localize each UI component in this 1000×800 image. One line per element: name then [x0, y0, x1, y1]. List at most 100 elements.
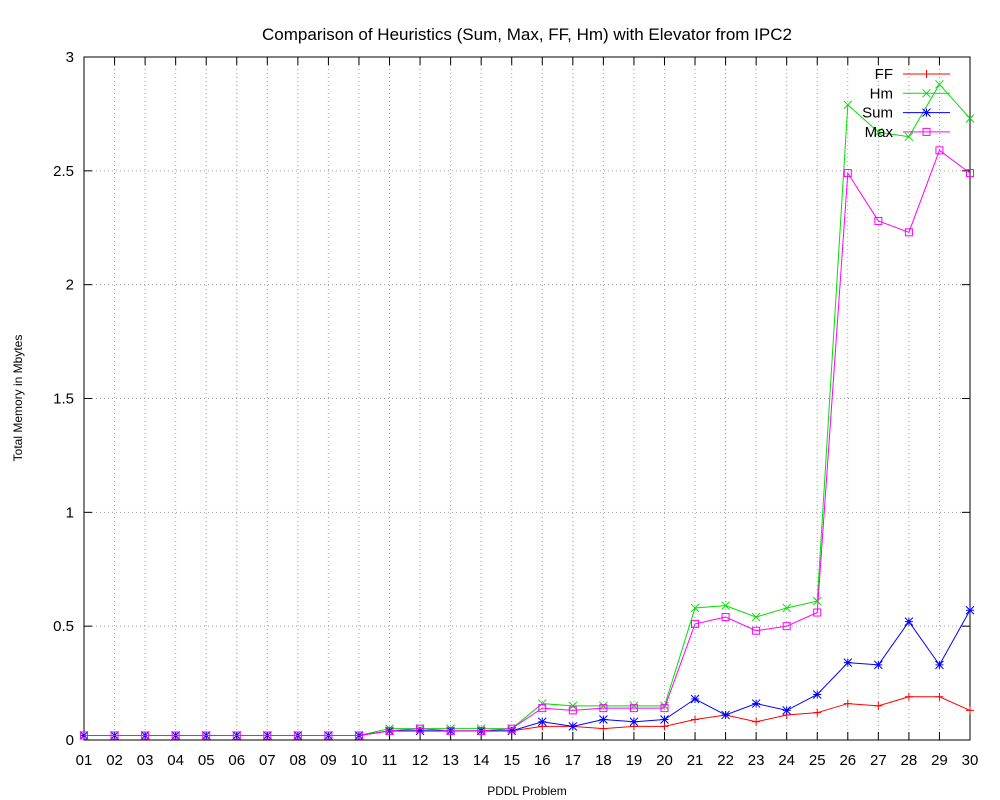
data-point	[507, 724, 516, 733]
data-point	[751, 612, 761, 622]
data-point	[538, 704, 547, 713]
data-point	[813, 708, 822, 717]
data-point	[751, 699, 761, 708]
data-point	[843, 699, 852, 708]
x-tick-label: 04	[167, 752, 184, 769]
y-tick-label: 0	[66, 732, 74, 749]
data-point	[813, 608, 822, 617]
data-point	[599, 704, 608, 713]
legend-label: Sum	[862, 105, 893, 122]
x-tick-label: 05	[198, 752, 215, 769]
x-tick-label: 11	[382, 752, 398, 769]
y-tick-label: 3	[66, 49, 74, 66]
data-point	[782, 603, 792, 613]
y-tick-label: 0.5	[53, 618, 74, 635]
axis-ticks: 01 02 03 04 05 06 07 08 09 10 11 12 13 14 15 16 17 18 19 20…	[53, 49, 978, 769]
data-point	[599, 715, 608, 724]
x-tick-label: 24	[778, 752, 795, 769]
data-point	[629, 704, 638, 713]
data-point	[922, 127, 931, 136]
data-point	[660, 704, 669, 713]
data-point	[721, 601, 730, 611]
data-point	[935, 660, 944, 670]
data-point	[904, 692, 913, 701]
data-point	[935, 146, 944, 155]
data-point	[812, 596, 822, 606]
x-tick-label: 12	[412, 752, 429, 769]
data-point	[752, 626, 761, 635]
data-point	[691, 619, 700, 628]
x-tick-label: 18	[595, 752, 612, 769]
data-point	[263, 731, 272, 740]
data-point	[171, 731, 180, 740]
data-point	[416, 724, 425, 733]
data-point	[935, 79, 944, 89]
x-tick-label: 10	[351, 752, 368, 769]
legend-item-sum: Sum	[862, 105, 950, 122]
x-tick-label: 06	[228, 752, 245, 769]
x-tick-label: 26	[839, 752, 856, 769]
x-tick-label: 28	[901, 752, 918, 769]
data-point	[904, 617, 914, 626]
legend: FF Hm Sum Max	[862, 66, 950, 141]
x-tick-label: 03	[137, 752, 154, 769]
x-tick-label: 17	[564, 752, 581, 769]
data-point	[935, 692, 944, 701]
series-line	[84, 149, 971, 736]
data-point	[922, 108, 931, 117]
data-point	[782, 622, 791, 631]
series-hm	[79, 79, 975, 740]
data-point	[873, 660, 883, 670]
x-tick-label: 29	[931, 752, 948, 769]
grid	[84, 57, 970, 740]
data-point	[922, 88, 931, 98]
chart-title: Comparison of Heuristics (Sum, Max, FF, …	[262, 25, 792, 44]
data-point	[385, 726, 394, 735]
data-point	[904, 132, 914, 142]
data-point	[507, 726, 517, 736]
legend-item-max: Max	[865, 124, 950, 141]
data-point	[965, 605, 975, 615]
data-point	[537, 717, 547, 727]
data-point	[232, 731, 241, 740]
data-point	[80, 731, 88, 740]
x-tick-label: 08	[290, 752, 307, 769]
data-point	[690, 694, 700, 704]
data-point	[446, 726, 455, 735]
data-point	[324, 731, 333, 740]
data-point	[568, 721, 578, 731]
data-point	[477, 726, 486, 735]
y-tick-label: 2.5	[53, 163, 74, 180]
data-point	[874, 216, 883, 225]
data-point	[660, 722, 669, 731]
x-tick-label: 19	[626, 752, 643, 769]
data-point	[782, 706, 792, 715]
legend-label: FF	[875, 66, 893, 83]
data-point	[812, 690, 822, 699]
x-tick-label: 21	[687, 752, 704, 769]
data-point	[873, 127, 883, 137]
data-point	[629, 717, 639, 727]
data-point	[568, 701, 578, 711]
x-tick-label: 23	[748, 752, 765, 769]
x-tick-label: 02	[106, 752, 123, 769]
x-tick-label: 20	[656, 752, 673, 769]
x-tick-label: 09	[320, 752, 337, 769]
data-point	[293, 731, 302, 740]
data-point	[354, 731, 363, 740]
data-point	[843, 658, 853, 667]
data-point	[843, 100, 853, 110]
series-sum	[79, 605, 975, 740]
x-tick-label: 13	[442, 752, 459, 769]
x-tick-label: 14	[473, 752, 490, 769]
legend-item-hm: Hm	[870, 85, 950, 102]
x-tick-label: 27	[870, 752, 887, 769]
x-tick-label: 15	[503, 752, 520, 769]
data-point	[752, 717, 761, 726]
data-point	[874, 701, 883, 710]
data-point	[537, 699, 547, 708]
x-tick-label: 25	[809, 752, 826, 769]
x-tick-label: 01	[76, 752, 93, 769]
data-point	[568, 706, 577, 715]
